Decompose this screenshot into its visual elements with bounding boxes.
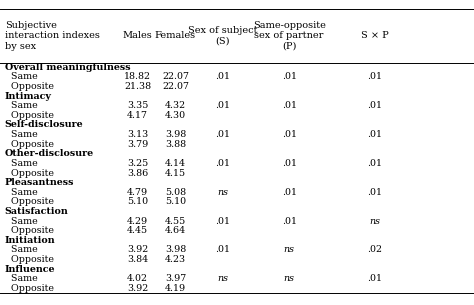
Text: 5.10: 5.10 <box>165 197 186 206</box>
Text: Females: Females <box>155 31 196 40</box>
Text: Other-disclosure: Other-disclosure <box>5 149 94 158</box>
Text: Self-disclosure: Self-disclosure <box>5 120 83 130</box>
Text: Opposite: Opposite <box>5 284 54 293</box>
Text: ns: ns <box>217 274 228 283</box>
Text: .01: .01 <box>367 130 382 139</box>
Text: Opposite: Opposite <box>5 168 54 178</box>
Text: .01: .01 <box>215 72 230 81</box>
Text: .02: .02 <box>367 245 382 254</box>
Text: Influence: Influence <box>5 264 55 274</box>
Text: Initiation: Initiation <box>5 236 55 245</box>
Text: 3.97: 3.97 <box>165 274 186 283</box>
Text: 3.84: 3.84 <box>127 255 148 264</box>
Text: .01: .01 <box>282 130 297 139</box>
Text: .01: .01 <box>282 72 297 81</box>
Text: Same: Same <box>5 72 37 81</box>
Text: Intimacy: Intimacy <box>5 92 52 101</box>
Text: Opposite: Opposite <box>5 82 54 91</box>
Text: Same: Same <box>5 245 37 254</box>
Text: .01: .01 <box>282 101 297 110</box>
Text: 21.38: 21.38 <box>124 82 151 91</box>
Text: 4.30: 4.30 <box>165 111 186 120</box>
Text: Opposite: Opposite <box>5 140 54 149</box>
Text: Males: Males <box>123 31 152 40</box>
Text: Same: Same <box>5 130 37 139</box>
Text: ns: ns <box>217 188 228 197</box>
Text: 3.98: 3.98 <box>165 245 186 254</box>
Text: S × P: S × P <box>361 31 388 40</box>
Text: 22.07: 22.07 <box>162 72 189 81</box>
Text: .01: .01 <box>282 159 297 168</box>
Text: 4.79: 4.79 <box>127 188 148 197</box>
Text: 3.86: 3.86 <box>127 168 148 178</box>
Text: 4.19: 4.19 <box>165 284 186 293</box>
Text: .01: .01 <box>215 159 230 168</box>
Text: Same: Same <box>5 159 37 168</box>
Text: .01: .01 <box>215 217 230 226</box>
Text: 4.32: 4.32 <box>165 101 186 110</box>
Text: .01: .01 <box>282 188 297 197</box>
Text: ns: ns <box>283 245 295 254</box>
Text: 3.13: 3.13 <box>127 130 148 139</box>
Text: 3.88: 3.88 <box>165 140 186 149</box>
Text: 3.35: 3.35 <box>127 101 148 110</box>
Text: 4.17: 4.17 <box>127 111 148 120</box>
Text: Same: Same <box>5 101 37 110</box>
Text: .01: .01 <box>367 159 382 168</box>
Text: ns: ns <box>283 274 295 283</box>
Text: Pleasantness: Pleasantness <box>5 178 74 187</box>
Text: Opposite: Opposite <box>5 111 54 120</box>
Text: 4.15: 4.15 <box>165 168 186 178</box>
Text: .01: .01 <box>215 130 230 139</box>
Text: .01: .01 <box>215 245 230 254</box>
Text: 4.29: 4.29 <box>127 217 148 226</box>
Text: 3.92: 3.92 <box>127 245 148 254</box>
Text: 4.14: 4.14 <box>165 159 186 168</box>
Text: Satisfaction: Satisfaction <box>5 207 68 216</box>
Text: 5.10: 5.10 <box>127 197 148 206</box>
Text: 22.07: 22.07 <box>162 82 189 91</box>
Text: 4.23: 4.23 <box>165 255 186 264</box>
Text: 4.45: 4.45 <box>127 226 148 235</box>
Text: 4.64: 4.64 <box>165 226 186 235</box>
Text: Same: Same <box>5 217 37 226</box>
Text: 3.79: 3.79 <box>127 140 148 149</box>
Text: Opposite: Opposite <box>5 255 54 264</box>
Text: 4.55: 4.55 <box>165 217 186 226</box>
Text: Same: Same <box>5 274 37 283</box>
Text: .01: .01 <box>282 217 297 226</box>
Text: ns: ns <box>369 217 380 226</box>
Text: .01: .01 <box>367 101 382 110</box>
Text: 18.82: 18.82 <box>124 72 151 81</box>
Text: Opposite: Opposite <box>5 197 54 206</box>
Text: Same: Same <box>5 188 37 197</box>
Text: Opposite: Opposite <box>5 226 54 235</box>
Text: 3.98: 3.98 <box>165 130 186 139</box>
Text: 3.25: 3.25 <box>127 159 148 168</box>
Text: Subjective
interaction indexes
by sex: Subjective interaction indexes by sex <box>5 21 100 51</box>
Text: .01: .01 <box>367 274 382 283</box>
Text: Overall meaningfulness: Overall meaningfulness <box>5 63 130 72</box>
Text: 3.92: 3.92 <box>127 284 148 293</box>
Text: .01: .01 <box>215 101 230 110</box>
Text: 5.08: 5.08 <box>165 188 186 197</box>
Text: Same-opposite
sex of partner
(P): Same-opposite sex of partner (P) <box>253 21 326 51</box>
Text: .01: .01 <box>367 188 382 197</box>
Text: 4.02: 4.02 <box>127 274 148 283</box>
Text: Sex of subject
(S): Sex of subject (S) <box>188 26 257 45</box>
Text: .01: .01 <box>367 72 382 81</box>
